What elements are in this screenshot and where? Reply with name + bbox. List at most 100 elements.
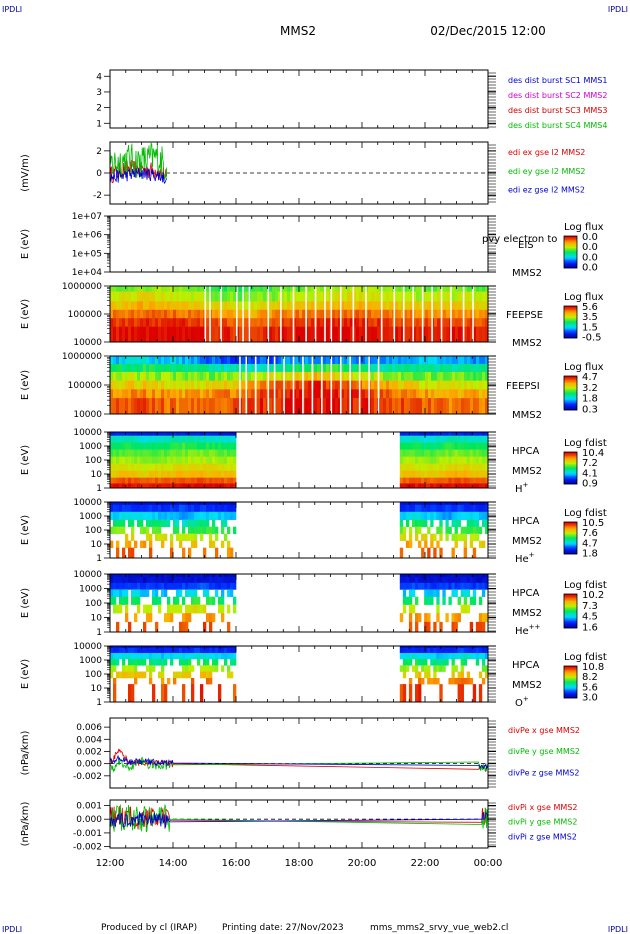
spectrogram-cell bbox=[445, 648, 449, 654]
spectrogram-cell bbox=[481, 621, 486, 632]
spectrogram-cell bbox=[194, 502, 198, 506]
spectrogram-cell bbox=[188, 470, 192, 478]
spectrogram-cell bbox=[233, 653, 237, 660]
colorbar-segment bbox=[564, 523, 577, 525]
spectrogram-cell bbox=[218, 301, 222, 311]
spectrogram-cell bbox=[134, 301, 138, 311]
spectrogram-cell bbox=[137, 456, 141, 464]
spectrogram-cell bbox=[218, 432, 222, 436]
spectrogram-cell bbox=[427, 449, 431, 457]
spectrogram-cell bbox=[197, 526, 201, 534]
spectrogram-cell bbox=[482, 364, 486, 373]
spectrogram-cell bbox=[194, 526, 198, 534]
spectrogram-cell bbox=[212, 665, 216, 672]
spectrogram-cell bbox=[188, 286, 192, 292]
spectrogram-cell bbox=[347, 356, 351, 365]
spectrogram-cell bbox=[422, 326, 426, 342]
spectrogram-cell bbox=[167, 574, 171, 578]
spectrogram-cell bbox=[173, 653, 177, 660]
spectrogram-cell bbox=[227, 665, 231, 672]
spectrogram-cell bbox=[125, 596, 129, 605]
spectrogram-cell bbox=[371, 389, 375, 399]
spectrogram-cell bbox=[137, 582, 141, 590]
spectrogram-cell bbox=[224, 502, 228, 506]
spectrogram-cell bbox=[158, 519, 162, 527]
colorbar-label: -0.5 bbox=[582, 332, 602, 343]
spectrogram-cell bbox=[188, 646, 192, 649]
legend-entry: des dist burst SC4 MMS4 bbox=[508, 121, 607, 130]
spectrogram-cell bbox=[113, 526, 117, 534]
spectrogram-cell bbox=[200, 435, 204, 443]
spectrogram-cell bbox=[481, 463, 486, 471]
spectrogram-cell bbox=[164, 456, 168, 464]
spectrogram-cell bbox=[182, 456, 186, 464]
spectrogram-cell bbox=[410, 389, 414, 399]
spectrogram-cell bbox=[415, 576, 419, 584]
spectrogram-cell bbox=[418, 677, 422, 685]
spectrogram-cell bbox=[158, 582, 162, 590]
x-tick-label: 22:00 bbox=[411, 858, 440, 869]
spectrogram-cell bbox=[182, 442, 186, 450]
spectrogram-cell bbox=[451, 483, 455, 488]
spectrogram-cell bbox=[470, 356, 474, 365]
spectrogram-cell bbox=[402, 574, 407, 578]
spectrogram-cell bbox=[439, 519, 443, 527]
spectrogram-cell bbox=[236, 309, 240, 319]
spectrogram-cell bbox=[161, 677, 165, 685]
spectrogram-cell bbox=[131, 435, 135, 443]
spectrogram-cell bbox=[415, 511, 419, 520]
data-gap bbox=[380, 286, 383, 342]
spectrogram-cell bbox=[161, 665, 165, 672]
spectrogram-cell bbox=[227, 574, 231, 578]
spectrogram-cell bbox=[131, 504, 135, 513]
spectrogram-cell bbox=[389, 309, 393, 319]
spectrogram-cell bbox=[436, 470, 440, 478]
spectrogram-cell bbox=[188, 613, 192, 623]
spectrogram-cell bbox=[191, 677, 195, 685]
y-axis-label: (nPa/km) bbox=[20, 802, 31, 847]
spectrogram-cell bbox=[236, 389, 240, 399]
spectrogram-cell bbox=[359, 398, 363, 414]
spectrogram-cell bbox=[416, 301, 420, 311]
spectrogram-cell bbox=[152, 684, 156, 702]
spectrogram-cell bbox=[116, 364, 120, 373]
spectrogram-cell bbox=[182, 301, 186, 311]
spectrogram-cell bbox=[113, 463, 117, 471]
spectrogram-cell bbox=[227, 432, 231, 436]
spectrogram-cell bbox=[281, 309, 285, 319]
spectrogram-cell bbox=[146, 470, 150, 478]
spectrogram-cell bbox=[446, 326, 450, 342]
spectrogram-cell bbox=[230, 326, 234, 342]
x-tick-label: 20:00 bbox=[348, 858, 377, 869]
spectrogram-cell bbox=[472, 463, 477, 471]
colorbar-label: 3.2 bbox=[582, 383, 598, 394]
spectrogram-cell bbox=[424, 671, 428, 679]
data-gap bbox=[283, 356, 285, 414]
spectrogram-cell bbox=[442, 470, 446, 478]
spectrogram-cell bbox=[454, 648, 458, 654]
spectrogram-cell bbox=[119, 449, 123, 457]
spectrogram-cell bbox=[221, 364, 225, 373]
spectrogram-cell bbox=[422, 371, 426, 381]
spectrogram-cell bbox=[436, 526, 440, 534]
spectrogram-cell bbox=[227, 389, 231, 399]
spectrogram-cell bbox=[408, 658, 413, 666]
spectrogram-cell bbox=[200, 671, 204, 679]
spectrogram-cell bbox=[131, 526, 135, 534]
spectrogram-cell bbox=[224, 301, 228, 311]
spectrogram-cell bbox=[146, 456, 150, 464]
spectrogram-cell bbox=[399, 665, 404, 672]
spectrogram-cell bbox=[206, 286, 210, 292]
y-axis-label: E (eV) bbox=[20, 515, 31, 545]
spectrogram-cell bbox=[263, 326, 267, 342]
spectrogram-cell bbox=[191, 646, 195, 649]
spectrogram-cell bbox=[194, 456, 198, 464]
spectrogram-cell bbox=[131, 449, 135, 457]
colorbar-segment bbox=[564, 670, 577, 672]
spectrogram-cell bbox=[353, 364, 357, 373]
spectrogram-cell bbox=[448, 582, 452, 590]
spectrogram-cell bbox=[449, 356, 453, 365]
spectrogram-cell bbox=[457, 576, 461, 584]
spectrogram-cell bbox=[451, 456, 455, 464]
spectrogram-cell bbox=[299, 309, 303, 319]
